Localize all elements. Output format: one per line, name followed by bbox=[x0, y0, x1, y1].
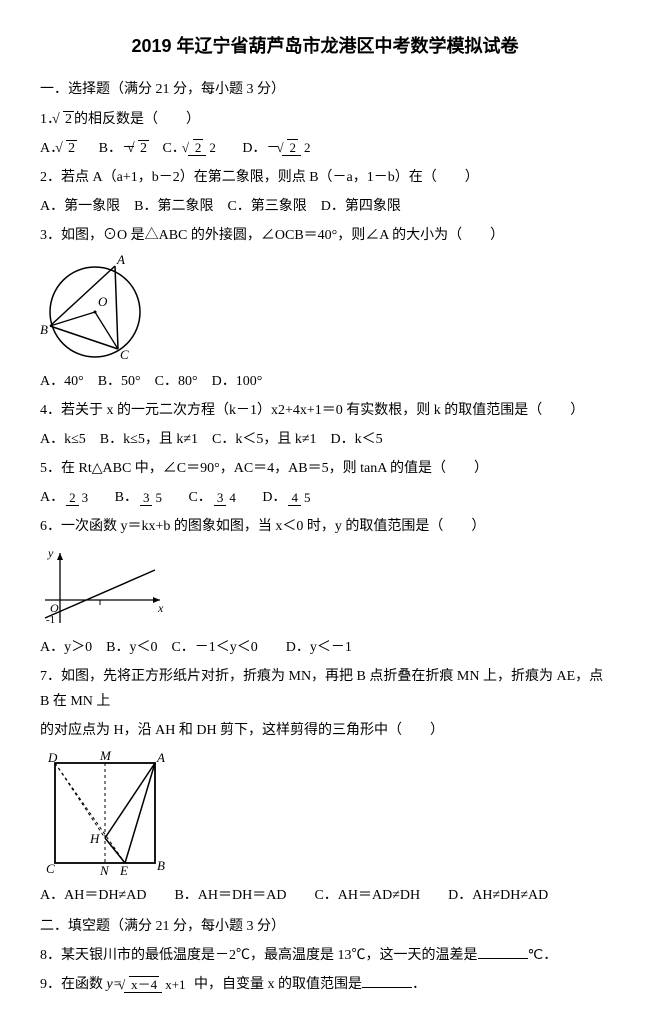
q6-stem: 6．一次函数 y＝kx+b 的图象如图，当 x＜0 时，y 的取值范围是（ ） bbox=[40, 514, 610, 539]
q1-stem-post: 的相反数是（ ） bbox=[74, 112, 200, 127]
q2-stem: 2．若点 A（a+1，b－2）在第二象限，则点 B（－a，1－b）在（ ） bbox=[40, 165, 610, 190]
q7-line2: 的对应点为 H，沿 AH 和 DH 剪下，这样剪得的三角形中（ ） bbox=[40, 718, 610, 743]
frac-5c: 34 bbox=[214, 491, 239, 505]
section1-header: 一．选择题（满分 21 分，每小题 3 分） bbox=[40, 77, 610, 102]
q5-optB: B． bbox=[115, 490, 138, 505]
sqrt-2-b: 2 bbox=[136, 136, 149, 161]
q5-options: A．23 B．35 C．34 D．45 bbox=[40, 485, 610, 510]
lbl-H: H bbox=[89, 831, 100, 846]
q4-options: A．k≤5 B．k≤5，且 k≠1 C．k＜5，且 k≠1 D．k＜5 bbox=[40, 427, 610, 452]
q7-options: A．AH＝DH≠AD B．AH＝DH＝AD C．AH＝AD≠DH D．AH≠DH… bbox=[40, 883, 610, 908]
lbl-C7: C bbox=[46, 861, 55, 876]
page-title: 2019 年辽宁省葫芦岛市龙港区中考数学模拟试卷 bbox=[40, 30, 610, 62]
lbl-y: y bbox=[47, 546, 54, 560]
q8-pre: 8．某天银川市的最低温度是－2℃，最高温度是 13℃，这一天的温差是 bbox=[40, 948, 478, 963]
lbl-A7: A bbox=[156, 750, 165, 765]
lbl-B7: B bbox=[157, 858, 165, 873]
q1: 1．2的相反数是（ ） bbox=[40, 107, 610, 132]
q3-stem: 3．如图，⊙O 是△ABC 的外接圆，∠OCB＝40°，则∠A 的大小为（ ） bbox=[40, 223, 610, 248]
sqrt-2-a: 2 bbox=[64, 136, 77, 161]
lbl-B: B bbox=[40, 322, 48, 337]
q8-post: ℃． bbox=[528, 948, 558, 963]
lbl-E: E bbox=[119, 863, 128, 878]
frac-d: 22 bbox=[282, 141, 313, 155]
sqrt-2-stem: 2 bbox=[61, 107, 74, 132]
q4-stem: 4．若关于 x 的一元二次方程（k－1）x2+4x+1＝0 有实数根，则 k 的… bbox=[40, 398, 610, 423]
figure-linefn: x y O -1 bbox=[40, 545, 170, 630]
q8-blank bbox=[478, 944, 528, 959]
figure-circle: A B C O bbox=[40, 254, 160, 364]
lbl-C: C bbox=[120, 347, 129, 362]
lbl-O6: O bbox=[50, 601, 59, 615]
frac-5b: 35 bbox=[140, 491, 165, 505]
lbl-A: A bbox=[116, 254, 125, 267]
q9-blank bbox=[362, 973, 412, 988]
lbl-x: x bbox=[157, 601, 164, 615]
lbl-D: D bbox=[47, 750, 58, 765]
q5-optA: A． bbox=[40, 490, 64, 505]
figure-square: D M A C N E B H bbox=[40, 748, 170, 878]
frac-5d: 45 bbox=[288, 491, 313, 505]
q3-options: A．40° B．50° C．80° D．100° bbox=[40, 369, 610, 394]
q1-optD: D．－ bbox=[242, 141, 280, 156]
lbl-N: N bbox=[99, 863, 110, 878]
q9-frac: x－4x+1 bbox=[124, 978, 188, 992]
q7-line1: 7．如图，先将正方形纸片对折，折痕为 MN，再把 B 点折叠在折痕 MN 上，折… bbox=[40, 664, 610, 714]
lbl-m1: -1 bbox=[46, 614, 55, 626]
frac-5a: 23 bbox=[66, 491, 91, 505]
frac-c: 22 bbox=[188, 141, 219, 155]
section2-header: 二．填空题（满分 21 分，每小题 3 分） bbox=[40, 914, 610, 939]
q6-options: A．y＞0 B．y＜0 C．－1＜y＜0 D．y＜－1 bbox=[40, 635, 610, 660]
q1-options: A．2 B．－2 C．22 D．－22 bbox=[40, 136, 610, 161]
q2-options: A．第一象限 B．第二象限 C．第三象限 D．第四象限 bbox=[40, 194, 610, 219]
lbl-M: M bbox=[99, 748, 112, 763]
lbl-O: O bbox=[98, 294, 108, 309]
q5-stem: 5．在 Rt△ABC 中，∠C＝90°，AC＝4，AB＝5，则 tanA 的值是… bbox=[40, 456, 610, 481]
q5-optC: C． bbox=[188, 490, 211, 505]
q9-pre: 9．在函数 bbox=[40, 977, 103, 992]
q8: 8．某天银川市的最低温度是－2℃，最高温度是 13℃，这一天的温差是 ℃． bbox=[40, 943, 610, 968]
q9-post: ． bbox=[412, 977, 426, 992]
q9-mid: 中，自变量 x 的取值范围是 bbox=[194, 977, 362, 992]
q9: 9．在函数 y=x－4x+1 中，自变量 x 的取值范围是． bbox=[40, 972, 610, 997]
q5-optD: D． bbox=[262, 490, 286, 505]
